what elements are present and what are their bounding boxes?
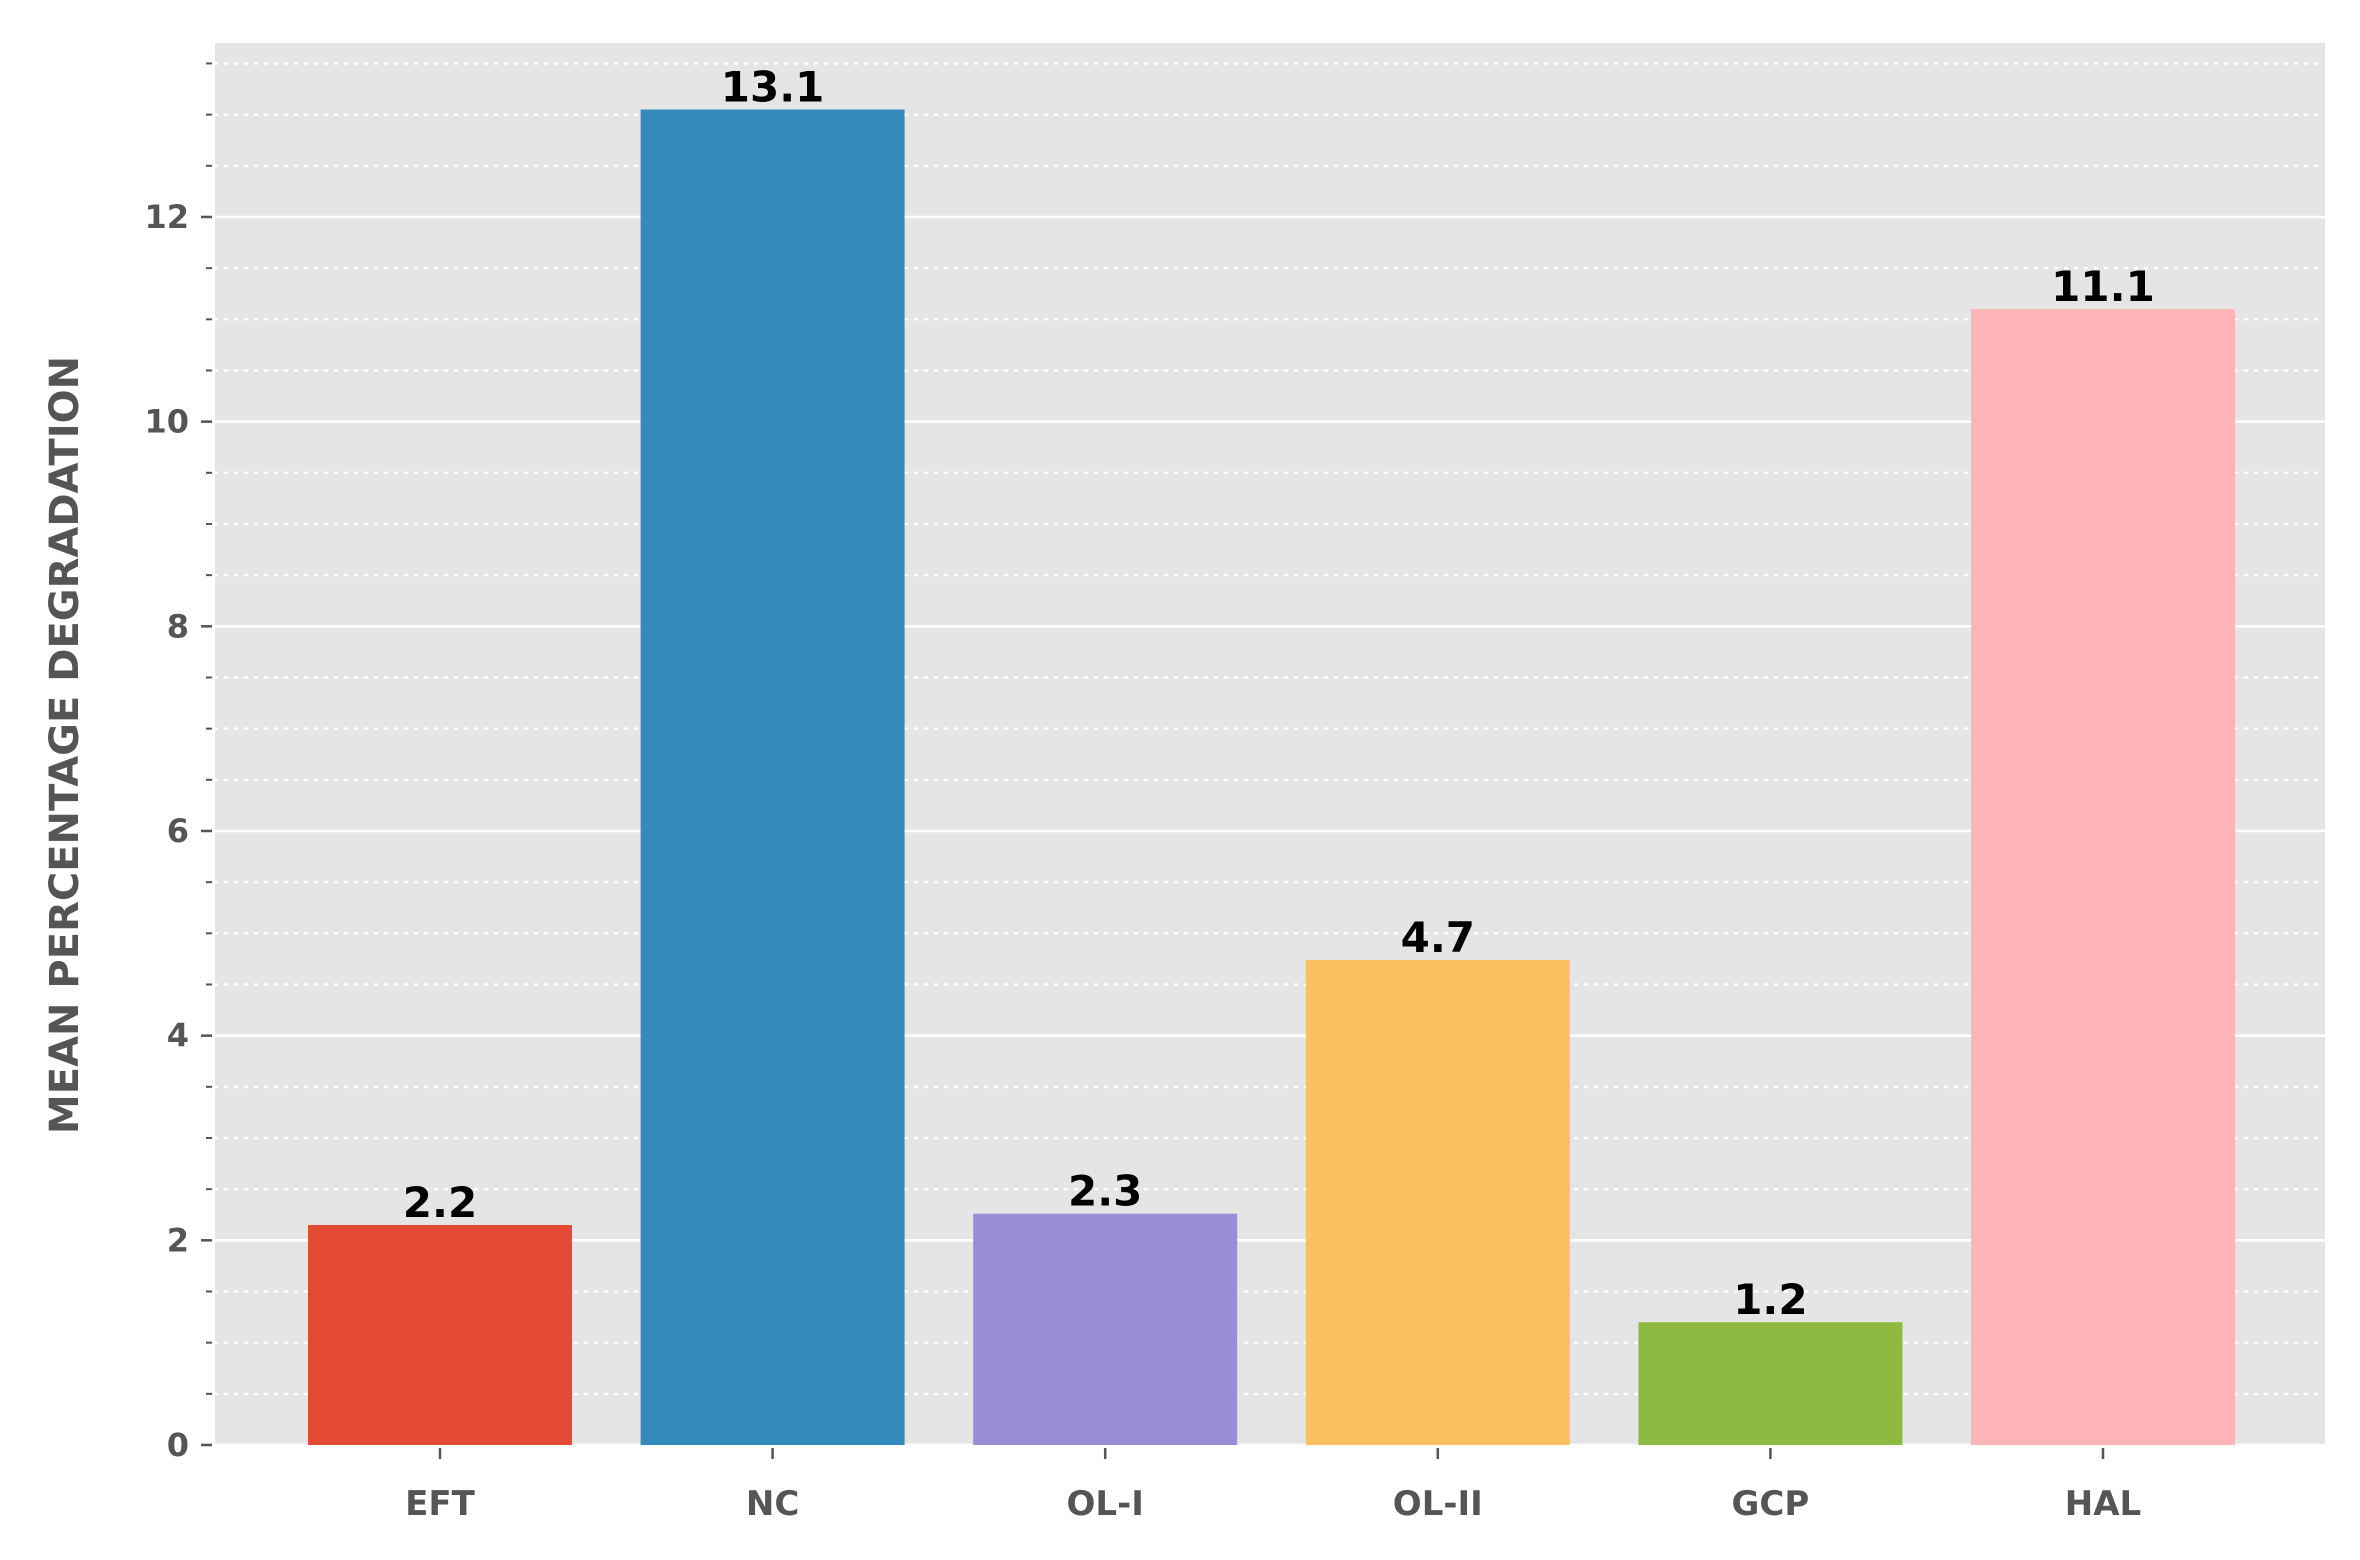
y-tick-label: 0 — [167, 1426, 189, 1464]
value-label: 11.1 — [2051, 262, 2155, 311]
x-tick-label: EFT — [405, 1484, 475, 1524]
value-labels: 2.2 13.1 2.3 4.7 1.2 11.1 — [403, 63, 2155, 1325]
y-tick-label: 10 — [144, 403, 189, 441]
value-label: 2.3 — [1068, 1167, 1142, 1216]
bar-eft — [308, 1224, 572, 1445]
x-tick-label: GCP — [1732, 1484, 1810, 1524]
value-label: 1.2 — [1733, 1275, 1807, 1324]
bar-nc — [640, 109, 905, 1445]
x-tick-label: OL-II — [1393, 1484, 1483, 1524]
y-tick-label: 8 — [167, 607, 189, 645]
x-tick-label: HAL — [2065, 1484, 2141, 1524]
bar-ol-ii — [1305, 959, 1570, 1445]
y-tick-label: 12 — [144, 198, 189, 236]
y-tick-label: 4 — [167, 1017, 189, 1055]
bar-ol-i — [973, 1213, 1238, 1445]
y-axis-label: MEAN PERCENTAGE DEGRADATION — [42, 356, 88, 1134]
value-label: 4.7 — [1401, 913, 1475, 962]
bar-gcp — [1638, 1322, 1903, 1445]
y-tick-label: 2 — [167, 1221, 189, 1259]
value-label: 2.2 — [403, 1178, 477, 1227]
x-tick-label: OL-I — [1067, 1484, 1144, 1524]
y-axis-ticks: 0 2 4 6 8 10 12 — [144, 62, 212, 1464]
bars — [308, 109, 2235, 1445]
value-label: 13.1 — [721, 63, 825, 112]
x-tick-label: NC — [746, 1484, 799, 1524]
x-axis-ticks: EFT NC OL-I OL-II GCP HAL — [405, 1448, 2141, 1524]
bar-hal — [1971, 309, 2235, 1445]
y-tick-label: 6 — [167, 812, 189, 850]
